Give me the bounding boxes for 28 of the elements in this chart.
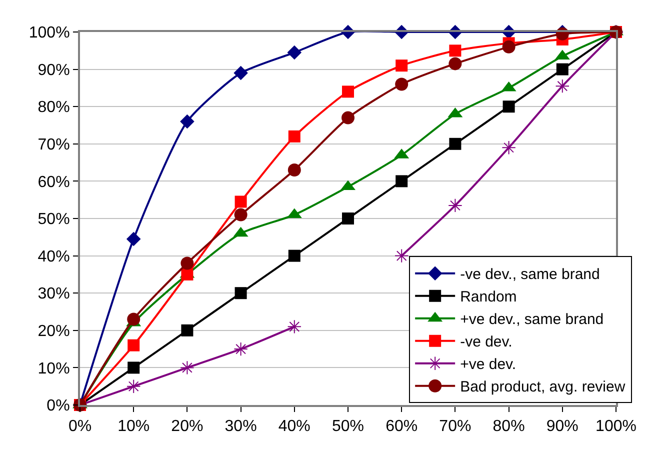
y-tick-label: 50% — [38, 211, 70, 228]
x-tick-label: 90% — [546, 418, 578, 436]
x-tick-label: 100% — [596, 418, 636, 436]
y-tick-label: 80% — [38, 99, 70, 116]
x-tick-label: 40% — [278, 418, 310, 436]
legend-label: -ve dev. — [460, 334, 512, 351]
y-tick-label: 70% — [38, 136, 70, 154]
y-tick-label: 100% — [28, 24, 70, 42]
legend-label: -ve dev., same brand — [460, 266, 600, 284]
x-tick-label: 20% — [171, 418, 204, 436]
x-tick-label: 60% — [386, 418, 418, 436]
x-tick-label: 10% — [118, 418, 150, 436]
y-tick-label: 90% — [38, 62, 70, 79]
y-tick-label: 0% — [46, 398, 70, 415]
y-tick-label: 30% — [38, 286, 70, 303]
y-tick-label: 40% — [38, 248, 70, 266]
x-tick-label: 50% — [332, 418, 364, 436]
legend-label: +ve dev. — [460, 356, 516, 374]
x-tick-label: 80% — [492, 418, 525, 436]
legend-label: Bad product, avg. review — [460, 378, 626, 396]
y-tick-label: 60% — [38, 174, 70, 191]
y-tick-label: 10% — [38, 360, 70, 378]
y-tick-label: 20% — [38, 323, 70, 340]
x-tick-label: 30% — [224, 418, 257, 436]
legend-label: Random — [460, 288, 517, 306]
x-tick-label: 0% — [68, 418, 92, 436]
x-tick-label: 70% — [439, 418, 472, 436]
legend-label: +ve dev., same brand — [460, 311, 604, 328]
